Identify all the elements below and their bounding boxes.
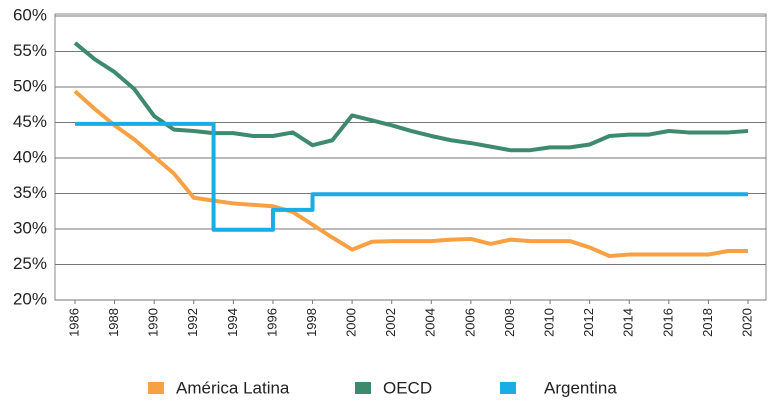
x-tick-label: 2020 <box>739 308 754 337</box>
x-tick-label: 2006 <box>462 308 477 337</box>
x-tick-label: 2004 <box>423 308 438 337</box>
y-tick-label: 50% <box>13 76 47 95</box>
y-tick-label: 25% <box>13 254 47 273</box>
x-tick-label: 2010 <box>541 308 556 337</box>
x-tick-label: 1986 <box>66 308 81 337</box>
x-tick-label: 1996 <box>264 308 279 337</box>
legend-label: OECD <box>383 378 432 397</box>
legend-swatch <box>148 382 164 394</box>
y-tick-label: 45% <box>13 112 47 131</box>
y-tick-label: 55% <box>13 41 47 60</box>
x-tick-label: 1992 <box>185 308 200 337</box>
data-line <box>73 89 748 258</box>
legend-swatch <box>355 382 371 394</box>
x-tick-label: 1990 <box>146 308 161 337</box>
x-tick-label: 1998 <box>304 308 319 337</box>
x-tick-label: 2000 <box>344 308 359 337</box>
data-line <box>73 41 749 153</box>
y-tick-label: 30% <box>13 218 47 237</box>
y-tick-label: 35% <box>13 183 47 202</box>
x-tick-label: 2012 <box>581 308 596 337</box>
x-tick-label: 1994 <box>225 308 240 337</box>
x-tick-label: 1988 <box>106 308 121 337</box>
y-tick-label: 40% <box>13 147 47 166</box>
x-tick-label: 2014 <box>621 308 636 337</box>
x-tick-label: 2016 <box>660 308 675 337</box>
plot-frame <box>54 13 767 301</box>
x-tick-label: 2018 <box>700 308 715 337</box>
y-tick-label: 60% <box>13 5 47 24</box>
x-tick-label: 2008 <box>502 308 517 337</box>
legend-swatch <box>500 382 516 394</box>
y-tick-label: 20% <box>13 289 47 308</box>
data-line <box>75 121 748 232</box>
x-tick-label: 2002 <box>383 308 398 337</box>
legend-label: América Latina <box>176 378 290 397</box>
legend-label: Argentina <box>544 378 617 397</box>
